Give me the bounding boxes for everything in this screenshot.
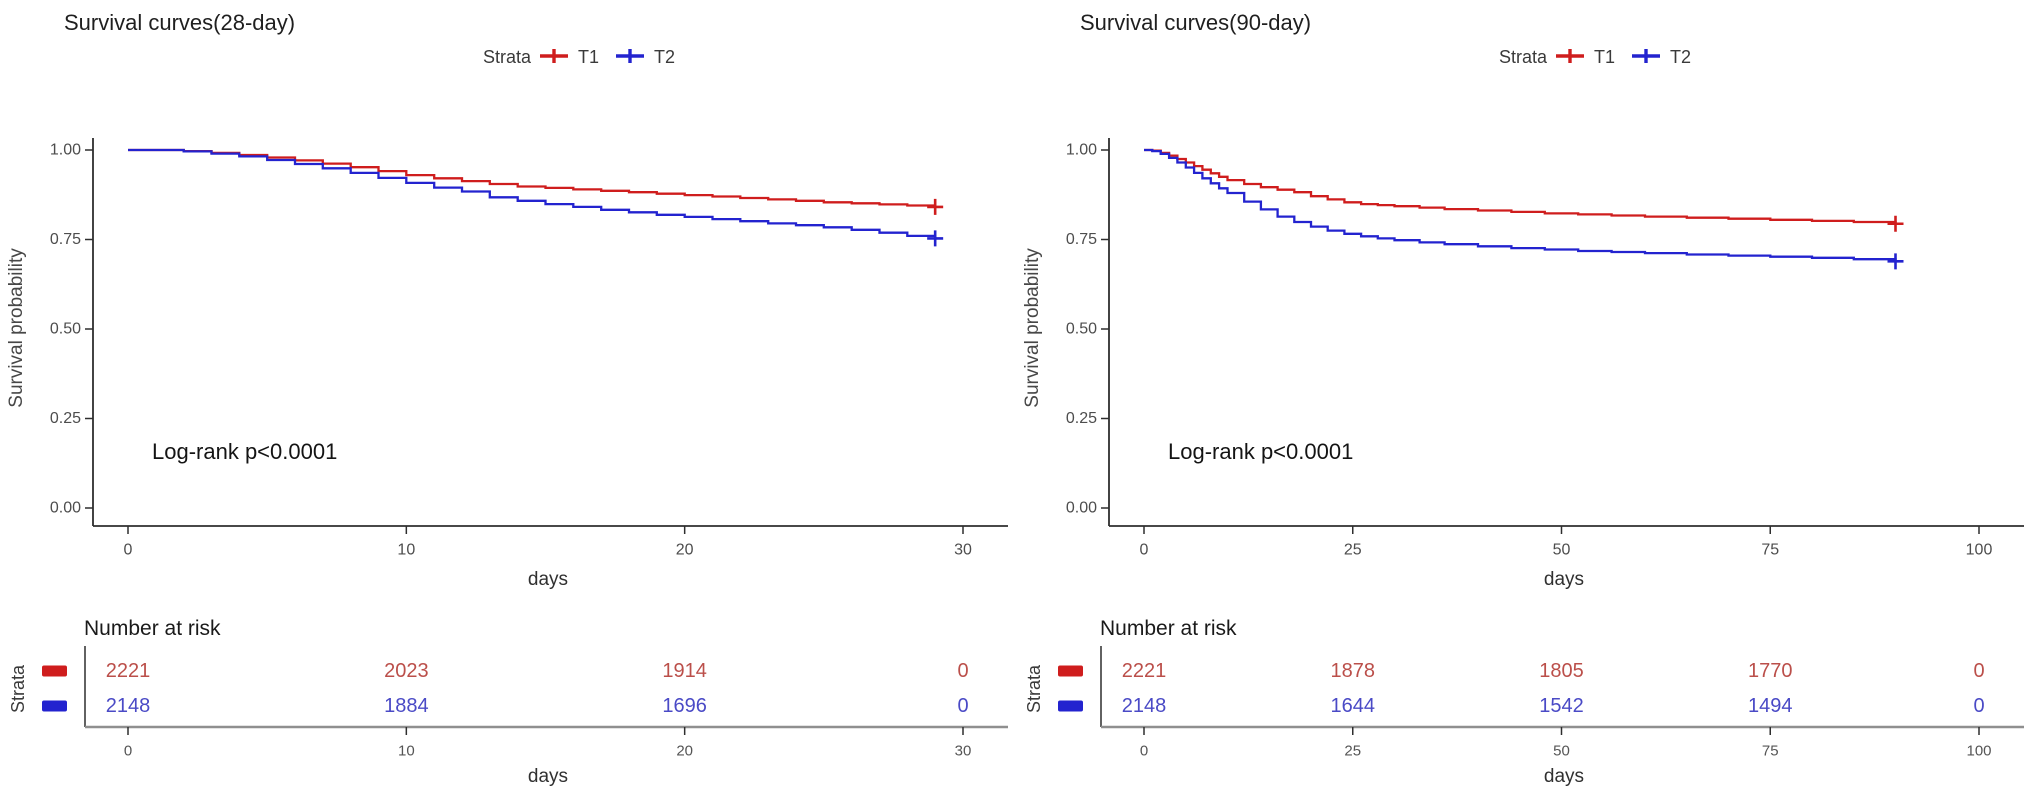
risk-count-t1: 2023 (384, 660, 429, 682)
risk-count-t2: 1644 (1331, 695, 1376, 717)
logrank-annotation: Log-rank p<0.0001 (1168, 439, 1353, 464)
risk-tick-label: 0 (1140, 743, 1148, 760)
censor-mark-t2 (927, 230, 944, 247)
survival-curve-t2 (1144, 148, 1897, 262)
risk-table: 2221 2023 1914 0 2148 1884 1696 0 0 10 20 30 (42, 646, 1008, 760)
risk-x-axis-label: days (528, 766, 568, 787)
y-axis-label: Survival probability (6, 248, 27, 408)
risk-tick-label: 25 (1344, 743, 1361, 760)
risk-strata-swatch-t1 (1058, 665, 1083, 677)
risk-strata-swatch-t1 (42, 665, 67, 677)
risk-strata-axis-label: Strata (1024, 664, 1044, 713)
risk-x-axis-label: days (1544, 766, 1584, 787)
y-tick-label: 1.00 (50, 142, 81, 159)
axes: 1.00 0.75 0.50 0.25 0.00 0 25 50 75 100 (1066, 138, 2024, 559)
legend-item-t1-label: T1 (578, 47, 599, 67)
y-tick-label: 1.00 (1066, 142, 1097, 159)
x-tick-label: 25 (1344, 542, 1362, 559)
legend-item-t1-label: T1 (1594, 47, 1615, 67)
y-tick-label: 0.75 (1066, 231, 1097, 248)
legend-item-t2-label: T2 (654, 47, 675, 67)
risk-count-t2: 0 (957, 695, 968, 717)
survival-curves (1144, 148, 1904, 270)
risk-count-t2: 2148 (1122, 695, 1167, 717)
panel-90day: Survival curves(90-day) Strata T1 T2 Sur… (1016, 0, 2032, 795)
x-tick-label: 0 (1140, 542, 1149, 559)
x-tick-label: 30 (954, 542, 972, 559)
x-tick-label: 10 (397, 542, 415, 559)
legend-title: Strata (1499, 47, 1548, 67)
x-tick-label: 20 (676, 542, 694, 559)
x-tick-label: 100 (1966, 542, 1993, 559)
risk-tick-label: 0 (124, 743, 132, 760)
risk-tick-label: 75 (1762, 743, 1779, 760)
risk-tick-label: 30 (955, 743, 972, 760)
chart-title: Survival curves(28-day) (64, 10, 295, 35)
survival-curve-t2 (128, 148, 937, 239)
risk-count-t2: 0 (1973, 695, 1984, 717)
risk-tick-label: 20 (676, 743, 693, 760)
y-tick-label: 0.25 (50, 410, 81, 427)
x-tick-label: 50 (1553, 542, 1571, 559)
risk-tick-label: 50 (1553, 743, 1570, 760)
logrank-annotation: Log-rank p<0.0001 (152, 439, 337, 464)
survival-curve-t1 (128, 148, 937, 207)
y-tick-label: 0.25 (1066, 410, 1097, 427)
legend-marker-t1-icon (1556, 49, 1584, 63)
legend-marker-t2-icon (1632, 49, 1660, 63)
risk-tick-label: 10 (398, 743, 415, 760)
risk-count-t1: 1805 (1539, 660, 1584, 682)
risk-count-t2: 2148 (106, 695, 151, 717)
y-tick-label: 0.75 (50, 231, 81, 248)
chart-title: Survival curves(90-day) (1080, 10, 1311, 35)
legend: Strata T1 T2 (1499, 47, 1691, 67)
risk-count-t1: 0 (957, 660, 968, 682)
y-tick-label: 0.50 (50, 321, 81, 338)
x-tick-label: 0 (124, 542, 133, 559)
risk-strata-swatch-t2 (1058, 700, 1083, 712)
survival-curve-t1 (1144, 148, 1897, 224)
risk-strata-axis-label: Strata (8, 664, 28, 713)
risk-strata-swatch-t2 (42, 700, 67, 712)
risk-count-t2: 1696 (662, 695, 707, 717)
legend-marker-t2-icon (616, 49, 644, 63)
risk-count-t1: 1878 (1331, 660, 1376, 682)
censor-mark-t1 (927, 198, 944, 215)
panel-28day: Survival curves(28-day) Strata T1 T2 Sur… (6, 10, 1008, 787)
risk-table: 2221 1878 1805 1770 0 2148 1644 1542 1494 0 0 25 50 7… (1058, 646, 2024, 760)
legend-marker-t1-icon (540, 49, 568, 63)
risk-table-heading: Number at risk (84, 617, 221, 640)
risk-count-t2: 1542 (1539, 695, 1584, 717)
survival-chart-28day: Survival curves(28-day) Strata T1 T2 Sur… (6, 10, 1008, 787)
risk-table-heading: Number at risk (1100, 617, 1237, 640)
censor-mark-t2 (1887, 253, 1904, 270)
risk-count-t2: 1884 (384, 695, 429, 717)
legend: Strata T1 T2 (483, 47, 675, 67)
y-axis-label: Survival probability (1022, 248, 1043, 408)
y-tick-label: 0.00 (50, 500, 81, 517)
legend-title: Strata (483, 47, 532, 67)
survival-chart-90day: Survival curves(90-day) Strata T1 T2 Sur… (1022, 10, 2024, 787)
risk-count-t1: 1770 (1748, 660, 1793, 682)
risk-count-t1: 1914 (662, 660, 707, 682)
risk-count-t2: 1494 (1748, 695, 1793, 717)
y-tick-label: 0.50 (1066, 321, 1097, 338)
censor-mark-t1 (1887, 215, 1904, 232)
risk-count-t1: 0 (1973, 660, 1984, 682)
x-tick-label: 75 (1761, 542, 1779, 559)
legend-item-t2-label: T2 (1670, 47, 1691, 67)
survival-curves (128, 148, 944, 247)
y-tick-label: 0.00 (1066, 500, 1097, 517)
axes: 1.00 0.75 0.50 0.25 0.00 0 10 20 30 (50, 138, 1008, 559)
x-axis-label: days (1544, 569, 1584, 590)
x-axis-label: days (528, 569, 568, 590)
risk-count-t1: 2221 (1122, 660, 1167, 682)
risk-tick-label: 100 (1966, 743, 1991, 760)
risk-count-t1: 2221 (106, 660, 151, 682)
